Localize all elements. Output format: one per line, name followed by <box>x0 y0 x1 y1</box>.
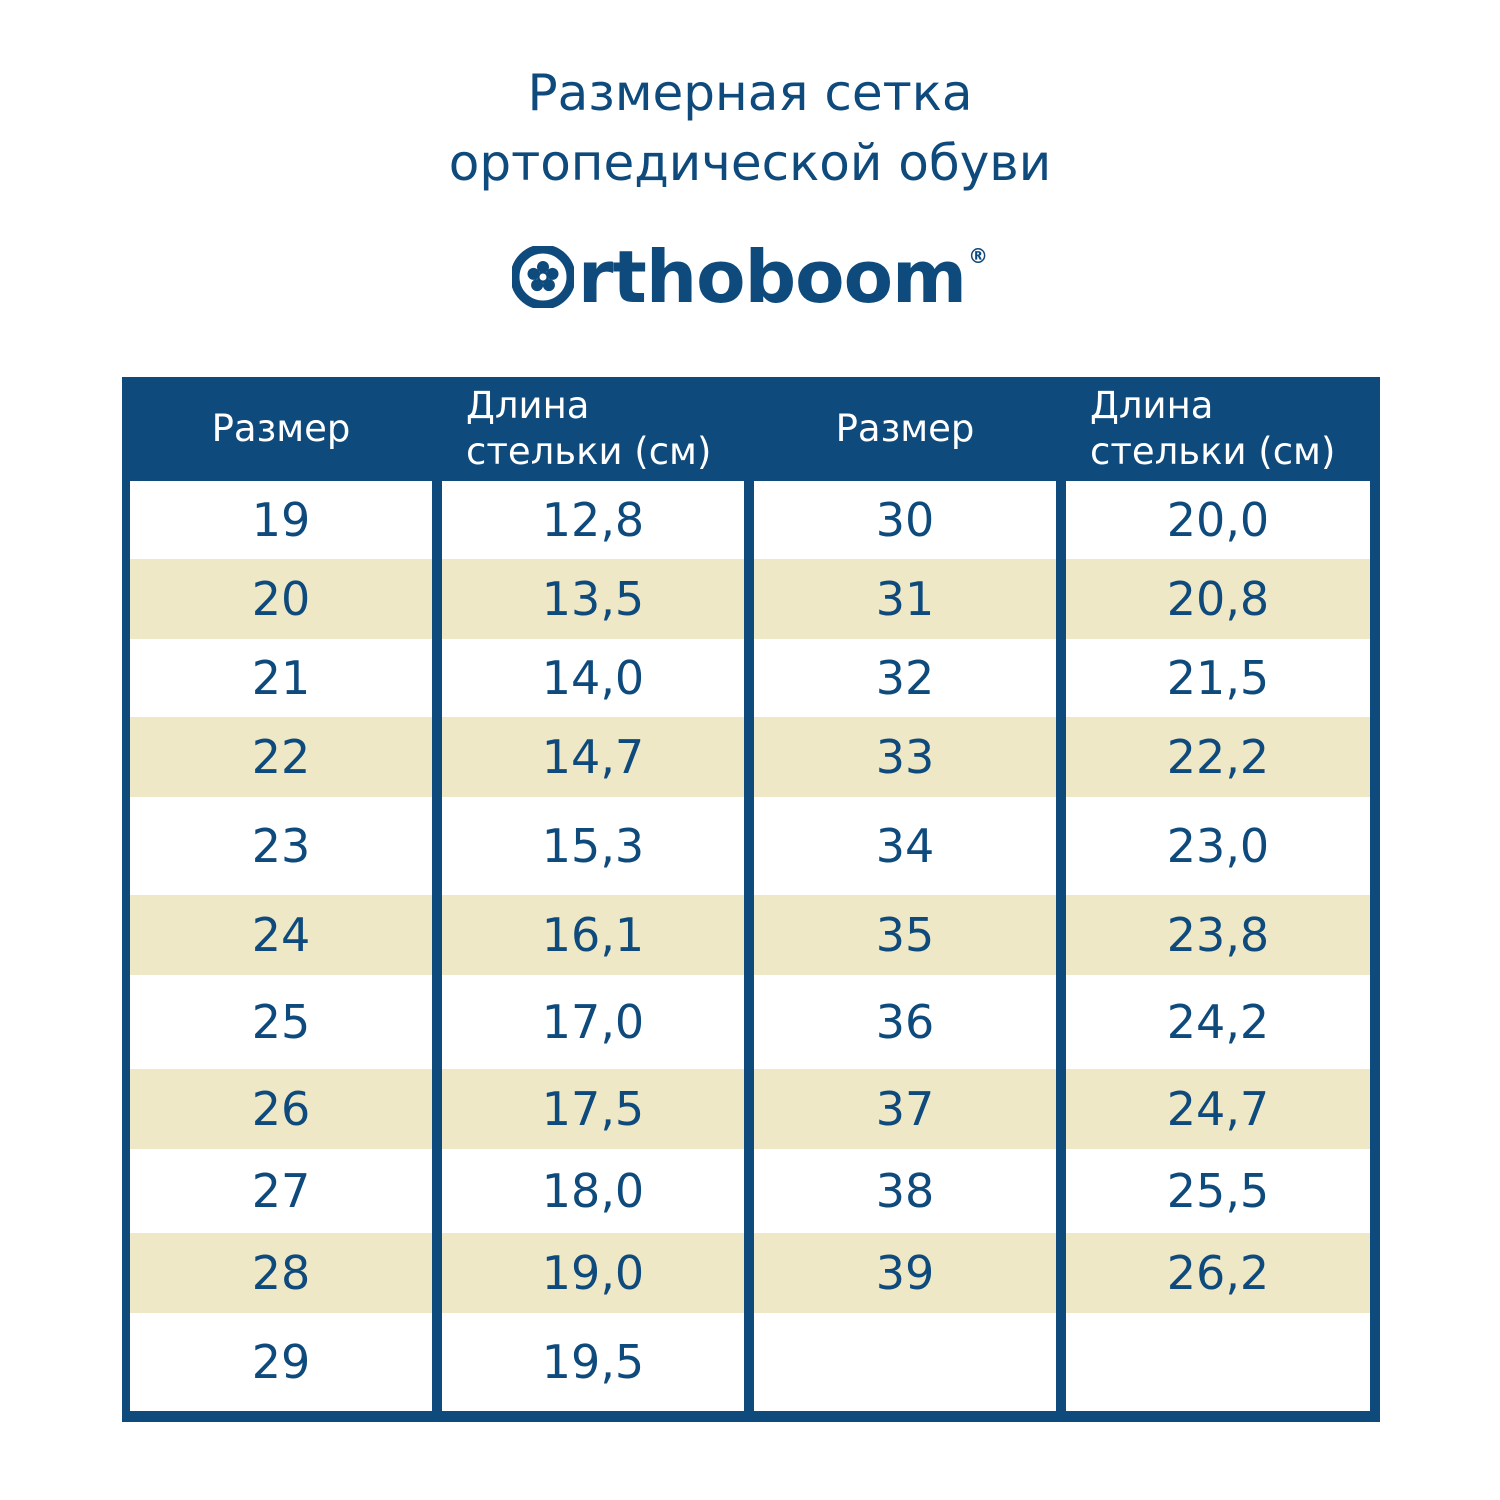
length-cell: 22,2 <box>1066 717 1370 797</box>
length-cell: 20,0 <box>1066 481 1370 559</box>
length-cell: 21,5 <box>1066 639 1370 717</box>
cells-length-right: 20,0 20,8 21,5 22,2 23,0 23,8 24,2 24,7 25,5 26,2 <box>1066 481 1370 1414</box>
size-cell: 32 <box>754 639 1056 717</box>
length-cell: 15,3 <box>442 797 744 895</box>
length-cell: 24,7 <box>1066 1069 1370 1149</box>
length-cell: 26,2 <box>1066 1233 1370 1313</box>
header-size-2: Размер <box>835 407 975 450</box>
size-cell: 27 <box>130 1149 432 1233</box>
size-cell: 38 <box>754 1149 1056 1233</box>
length-cell: 17,5 <box>442 1069 744 1149</box>
size-cell: 22 <box>130 717 432 797</box>
registered-mark: ® <box>968 244 989 268</box>
length-cell: 18,0 <box>442 1149 744 1233</box>
flower-o-icon <box>511 246 574 308</box>
length-cell: 13,5 <box>442 559 744 639</box>
length-cell: 19,0 <box>442 1233 744 1313</box>
column-size-left: Размер 19 20 21 22 23 24 25 26 27 28 29 <box>130 377 432 1422</box>
size-cell: 25 <box>130 975 432 1069</box>
size-cell: 20 <box>130 559 432 639</box>
length-cell: 23,0 <box>1066 797 1370 895</box>
page-title: Размерная сетка ортопедической обуви <box>0 58 1500 198</box>
size-cell: 21 <box>130 639 432 717</box>
size-cell: 19 <box>130 481 432 559</box>
size-cell <box>754 1313 1056 1411</box>
length-cell: 14,7 <box>442 717 744 797</box>
size-cell: 35 <box>754 895 1056 975</box>
size-cell: 30 <box>754 481 1056 559</box>
size-cell: 36 <box>754 975 1056 1069</box>
size-cell: 24 <box>130 895 432 975</box>
column-length-left: Длина стельки (см) 12,8 13,5 14,0 14,7 15,3 1… <box>442 377 744 1422</box>
size-cell: 34 <box>754 797 1056 895</box>
length-cell: 19,5 <box>442 1313 744 1411</box>
length-cell <box>1066 1313 1370 1411</box>
size-cell: 37 <box>754 1069 1056 1149</box>
cells-size-left: 19 20 21 22 23 24 25 26 27 28 29 <box>130 481 432 1414</box>
size-chart-table: Размер 19 20 21 22 23 24 25 26 27 28 29 Длина стел… <box>122 377 1380 1422</box>
length-cell: 20,8 <box>1066 559 1370 639</box>
cells-length-left: 12,8 13,5 14,0 14,7 15,3 16,1 17,0 17,5 18,0 19,0… <box>442 481 744 1414</box>
header-insole-length-2: Длина стельки (см) <box>1090 384 1336 473</box>
brand-logo: rthoboom ® <box>0 232 1500 322</box>
length-cell: 14,0 <box>442 639 744 717</box>
logo-wordmark: rthoboom <box>577 235 967 319</box>
length-cell: 17,0 <box>442 975 744 1069</box>
length-cell: 24,2 <box>1066 975 1370 1069</box>
column-length-right: Длина стельки (см) 20,0 20,8 21,5 22,2 23,0 2… <box>1066 377 1370 1422</box>
size-cell: 23 <box>130 797 432 895</box>
size-cell: 26 <box>130 1069 432 1149</box>
size-cell: 31 <box>754 559 1056 639</box>
column-size-right: Размер 30 31 32 33 34 35 36 37 38 39 <box>754 377 1056 1422</box>
title-line-1: Размерная сетка <box>527 64 973 122</box>
size-cell: 29 <box>130 1313 432 1411</box>
size-cell: 28 <box>130 1233 432 1313</box>
size-cell: 33 <box>754 717 1056 797</box>
header-size: Размер <box>211 407 351 450</box>
size-cell: 39 <box>754 1233 1056 1313</box>
length-cell: 16,1 <box>442 895 744 975</box>
header-insole-length: Длина стельки (см) <box>466 384 712 473</box>
title-line-2: ортопедической обуви <box>448 134 1052 192</box>
length-cell: 12,8 <box>442 481 744 559</box>
length-cell: 25,5 <box>1066 1149 1370 1233</box>
length-cell: 23,8 <box>1066 895 1370 975</box>
cells-size-right: 30 31 32 33 34 35 36 37 38 39 <box>754 481 1056 1414</box>
